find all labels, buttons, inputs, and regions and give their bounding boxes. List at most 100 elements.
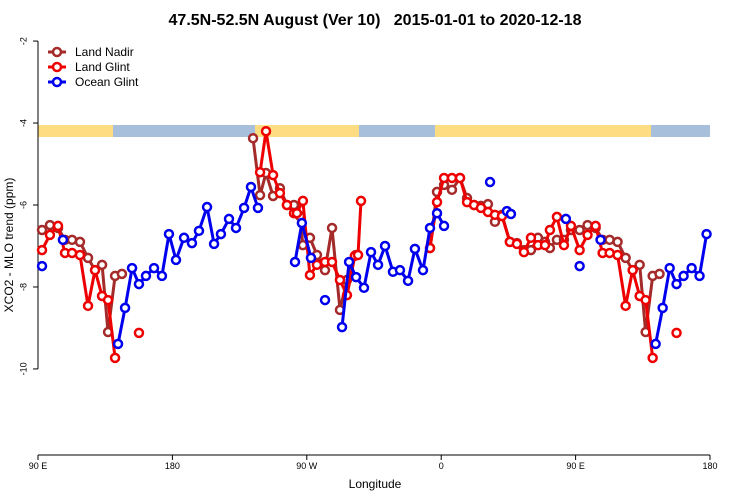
data-point [102,326,114,338]
x-tick-label: 90 W [296,461,318,471]
data-point [350,271,362,283]
data-point [44,219,56,231]
y-tick-label: -6 [18,201,28,209]
data-point [296,217,308,229]
data-point [544,224,556,236]
data-point [305,252,317,264]
data-point [627,264,638,276]
y-tick-label: -8 [18,283,28,291]
ocean-strip [359,125,435,137]
data-point [539,239,551,251]
data-point [431,196,443,208]
data-point [36,224,48,236]
chart-title: 47.5N-52.5N August (Ver 10) 2015-01-01 t… [169,12,582,29]
series-line [42,131,677,358]
data-point [612,249,623,261]
data-point [402,275,414,287]
data-point [238,202,250,214]
data-point [247,132,259,144]
data-point [82,252,94,264]
data-point [431,207,443,219]
data-point [178,232,190,244]
data-point [446,184,458,196]
data-point [319,294,331,306]
legend-swatch-point [51,46,63,58]
data-point [518,246,530,258]
data-point [304,269,316,281]
data-point [551,211,563,223]
data-point [109,352,121,364]
land-ocean-band [38,125,710,137]
data-point [394,264,406,276]
data-point [116,268,128,280]
data-point [336,321,348,333]
data-point [126,262,138,274]
data-point [74,249,86,261]
data-point [560,213,572,225]
data-point [484,176,496,188]
land-strip [38,125,113,137]
data-point [96,259,108,271]
data-point [133,278,145,290]
data-point [379,240,391,252]
data-point [148,262,160,274]
data-point [582,219,593,231]
data-point [74,236,86,248]
data-point [334,274,346,286]
x-tick-label: 180 [702,461,717,471]
x-tick-label: 180 [165,461,180,471]
data-point [326,222,338,234]
data-point [640,326,651,338]
data-point [163,228,175,240]
data-point [565,220,577,232]
data-point [201,201,213,213]
data-point [82,300,94,312]
data-point [574,224,585,236]
y-tick-label: -10 [18,362,28,375]
data-point [678,270,689,282]
data-point [438,220,450,232]
y-axis-label: XCO2 - MLO trend (ppm) [2,178,16,313]
ocean-strip [651,125,710,137]
legend-label: Land Glint [75,60,130,74]
data-point [358,282,370,294]
data-point [590,220,601,232]
data-point [326,256,338,268]
data-point [511,238,523,250]
data-point [89,264,101,276]
data-point [119,302,131,314]
data-point [664,262,675,274]
data-point [102,294,114,306]
data-point [694,270,705,282]
data-point [686,262,697,274]
data-point [446,172,458,184]
legend-swatch-point [51,61,63,73]
legend-swatch-point [51,76,63,88]
data-point [36,244,48,256]
data-point [657,302,668,314]
data-point [647,352,658,364]
data-point [505,208,517,220]
data-point [454,172,466,184]
land-strip [435,125,651,137]
data-point [620,300,631,312]
data-point [170,254,182,266]
ocean-strip [113,125,255,137]
data-point [289,256,301,268]
data-point [409,243,421,255]
data-point [640,294,651,306]
data-point [620,252,631,264]
data-point [595,234,606,246]
data-point [215,228,227,240]
x-tick-label: 0 [439,461,444,471]
data-point [558,239,570,251]
data-point [36,260,48,272]
data-point [612,236,623,248]
data-point [671,327,682,339]
data-point [424,222,436,234]
data-point [297,195,309,207]
data-point [281,199,293,211]
x-tick-label: 90 E [566,461,585,471]
data-point [254,166,266,178]
